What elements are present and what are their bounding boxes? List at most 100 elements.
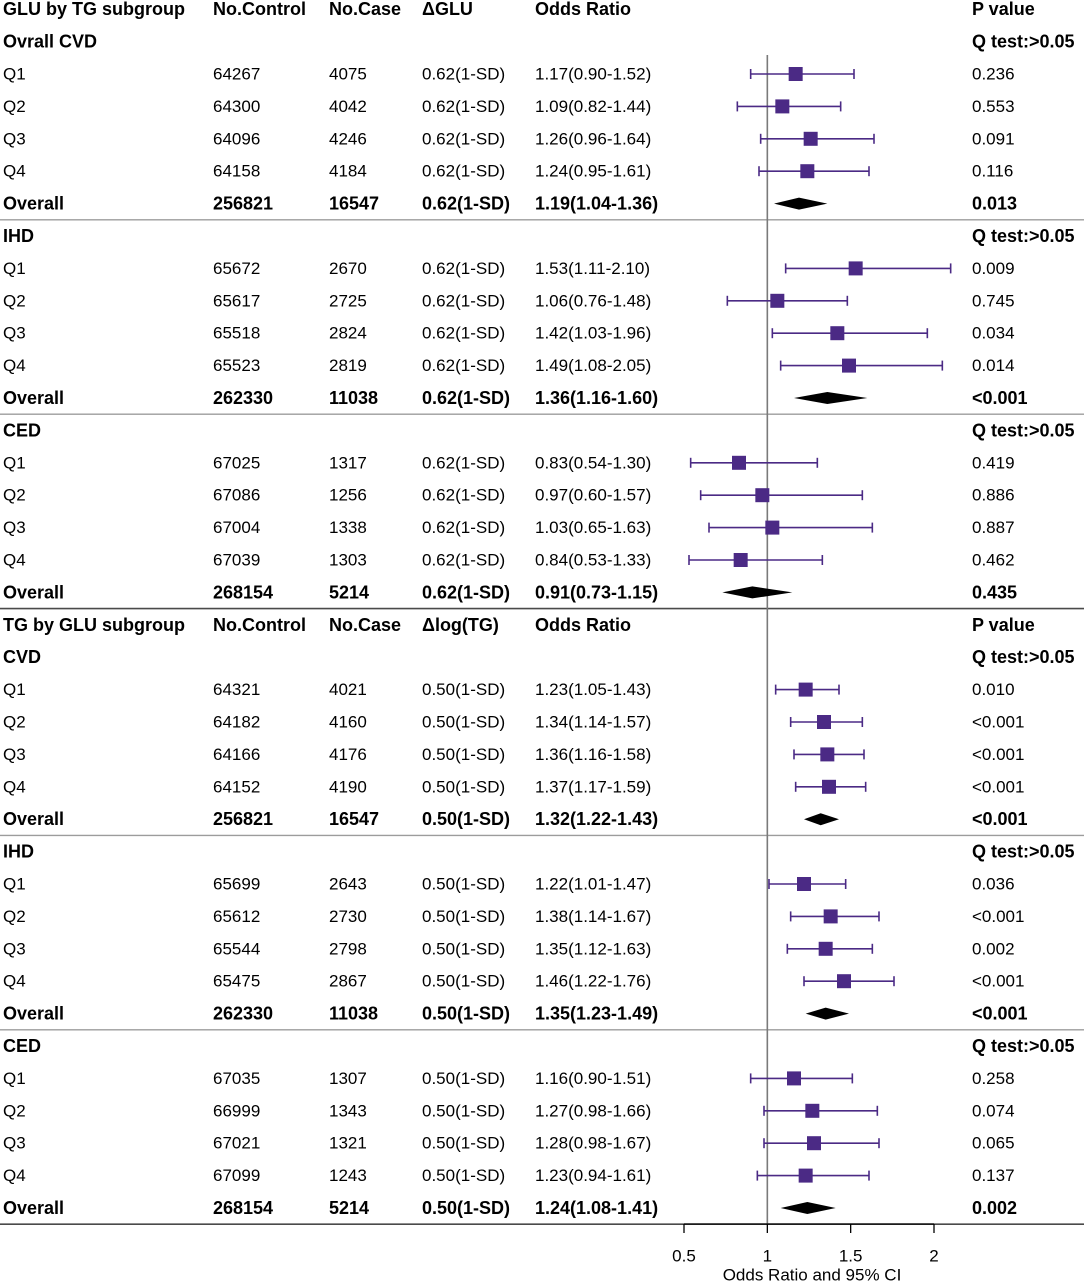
subgroup-label: Q4 (3, 1166, 26, 1185)
delta-value: 0.50(1-SD) (422, 875, 505, 894)
case-count: 4075 (329, 65, 367, 84)
odds-ratio-ci-text: 1.03(0.65-1.63) (535, 518, 651, 537)
control-count: 262330 (213, 1004, 273, 1024)
odds-ratio-ci-text: 1.38(1.14-1.67) (535, 907, 651, 926)
point-estimate-square (770, 293, 785, 308)
outcome-group-title: CED (3, 420, 41, 440)
p-value: 0.010 (972, 680, 1015, 699)
delta-value: 0.62(1-SD) (422, 97, 505, 116)
odds-ratio-ci-text: 1.53(1.11-2.10) (535, 259, 650, 278)
control-count: 67025 (213, 453, 260, 472)
point-estimate-square (807, 1136, 821, 1151)
p-value: <0.001 (972, 777, 1024, 796)
column-header-odds-ratio: Odds Ratio (535, 615, 631, 635)
delta-value: 0.50(1-SD) (422, 809, 510, 829)
odds-ratio-ci-text: 1.32(1.22-1.43) (535, 809, 658, 829)
case-count: 4190 (329, 777, 367, 796)
point-estimate-square (842, 358, 856, 373)
case-count: 2819 (329, 356, 367, 375)
subgroup-label: Q2 (3, 486, 26, 505)
odds-ratio-ci-text: 1.36(1.16-1.58) (535, 745, 651, 764)
case-count: 2824 (329, 324, 367, 343)
control-count: 64096 (213, 129, 260, 148)
p-value: 0.553 (972, 97, 1015, 116)
case-count: 1307 (329, 1069, 367, 1088)
point-estimate-square (800, 164, 815, 179)
point-estimate-square (820, 747, 835, 762)
p-value: 0.009 (972, 259, 1015, 278)
estimate-marks (688, 67, 952, 1214)
odds-ratio-ci-text: 1.19(1.04-1.36) (535, 194, 658, 214)
outcome-group-title: CED (3, 1036, 41, 1056)
point-estimate-square (798, 682, 813, 697)
point-estimate-square (805, 1103, 820, 1118)
subgroup-label: Q1 (3, 680, 26, 699)
point-estimate-square (788, 67, 803, 81)
outcome-group-title: IHD (3, 226, 34, 246)
p-value: <0.001 (972, 745, 1024, 764)
subgroup-label: Q3 (3, 129, 26, 148)
subgroup-label: Q2 (3, 713, 26, 732)
x-tick-label: 1.5 (839, 1247, 863, 1266)
delta-value: 0.50(1-SD) (422, 1004, 510, 1024)
subgroup-label: Q3 (3, 1134, 26, 1153)
p-value: <0.001 (972, 809, 1028, 829)
control-count: 67004 (213, 518, 260, 537)
column-header-delta: Δlog(TG) (422, 615, 499, 635)
control-count: 262330 (213, 388, 273, 408)
control-count: 64267 (213, 65, 260, 84)
odds-ratio-ci-text: 1.24(0.95-1.61) (535, 162, 651, 181)
subgroup-label: Q3 (3, 324, 26, 343)
delta-value: 0.62(1-SD) (422, 551, 505, 570)
control-count: 67086 (213, 486, 260, 505)
case-count: 4176 (329, 745, 367, 764)
control-count: 67039 (213, 551, 260, 570)
case-count: 5214 (329, 1198, 369, 1218)
odds-ratio-ci-text: 1.24(1.08-1.41) (535, 1198, 658, 1218)
delta-value: 0.62(1-SD) (422, 356, 505, 375)
odds-ratio-ci-text: 1.23(0.94-1.61) (535, 1166, 651, 1185)
point-estimate-square (823, 909, 838, 924)
control-count: 268154 (213, 1198, 273, 1218)
odds-ratio-ci-text: 1.46(1.22-1.76) (535, 972, 651, 991)
case-count: 4246 (329, 129, 367, 148)
p-value: 0.074 (972, 1101, 1015, 1120)
delta-value: 0.62(1-SD) (422, 129, 505, 148)
subgroup-label: Q3 (3, 745, 26, 764)
point-estimate-square (803, 131, 818, 146)
point-estimate-square (733, 553, 748, 567)
control-count: 65544 (213, 939, 260, 958)
subgroup-label: Q3 (3, 518, 26, 537)
case-count: 2725 (329, 291, 367, 310)
subgroup-label: Q4 (3, 356, 26, 375)
odds-ratio-ci-text: 1.35(1.12-1.63) (535, 939, 651, 958)
case-count: 16547 (329, 194, 379, 214)
p-value: 0.036 (972, 875, 1015, 894)
odds-ratio-ci-text: 1.28(0.98-1.67) (535, 1134, 651, 1153)
case-count: 4021 (329, 680, 367, 699)
odds-ratio-ci-text: 1.16(0.90-1.51) (535, 1069, 651, 1088)
odds-ratio-ci-text: 1.37(1.17-1.59) (535, 777, 651, 796)
point-estimate-square (732, 455, 746, 470)
p-value: 0.745 (972, 291, 1015, 310)
delta-value: 0.50(1-SD) (422, 1134, 505, 1153)
p-value: <0.001 (972, 1004, 1028, 1024)
odds-ratio-ci-text: 1.34(1.14-1.57) (535, 713, 651, 732)
p-value: 0.034 (972, 324, 1015, 343)
p-value: 0.065 (972, 1134, 1015, 1153)
delta-value: 0.50(1-SD) (422, 939, 505, 958)
odds-ratio-ci-text: 1.36(1.16-1.60) (535, 388, 658, 408)
column-header-case: No.Case (329, 0, 401, 19)
case-count: 1303 (329, 551, 367, 570)
subgroup-label: Q1 (3, 259, 26, 278)
delta-value: 0.62(1-SD) (422, 324, 505, 343)
p-value: <0.001 (972, 907, 1024, 926)
control-count: 64166 (213, 745, 260, 764)
delta-value: 0.62(1-SD) (422, 486, 505, 505)
p-value: 0.258 (972, 1069, 1015, 1088)
subgroup-label: Q4 (3, 162, 26, 181)
column-header-delta: ΔGLU (422, 0, 473, 19)
point-estimate-square (817, 715, 831, 729)
heterogeneity-test: Q test:>0.05 (972, 420, 1075, 440)
subgroup-label: Q2 (3, 1101, 26, 1120)
